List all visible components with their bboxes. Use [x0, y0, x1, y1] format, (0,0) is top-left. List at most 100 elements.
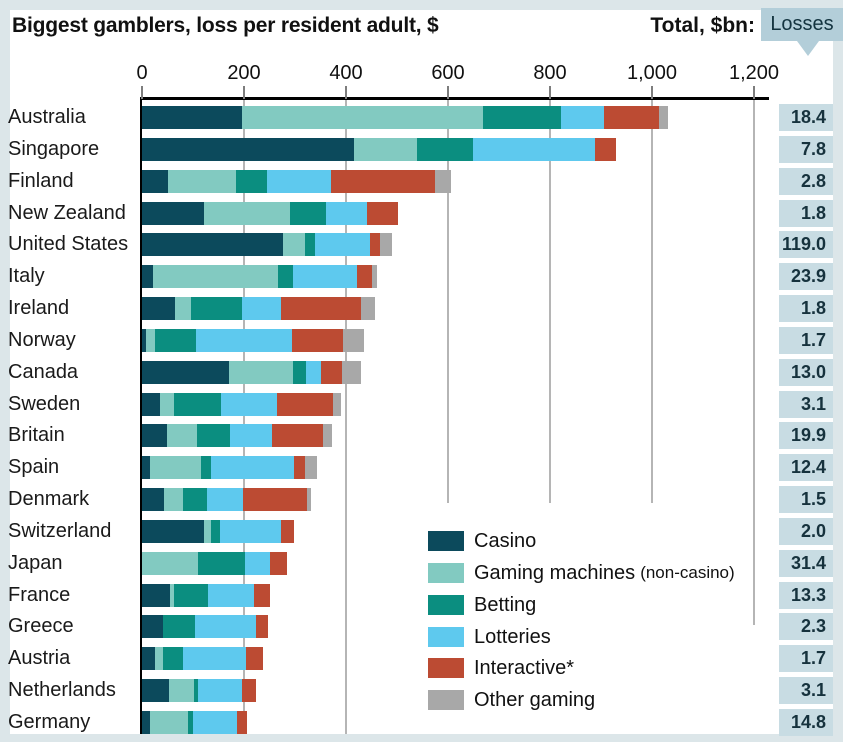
country-label: Canada: [8, 361, 79, 383]
bar-segment-interactive: [321, 361, 343, 384]
bar-segment-casino: [142, 233, 283, 256]
bar-segment-interactive: [604, 106, 660, 129]
country-label: Britain: [8, 424, 65, 446]
country-label: Italy: [8, 265, 45, 287]
bar-segment-betting: [163, 615, 196, 638]
x-axis-tick-label: 400: [329, 62, 363, 84]
gridline-600: [447, 100, 449, 503]
country-label: Switzerland: [8, 520, 112, 542]
bar-row: [142, 138, 617, 161]
x-axis-tick-label: 0: [136, 62, 148, 84]
bar-segment-other-gaming: [307, 488, 312, 511]
bar-segment-betting: [482, 106, 562, 129]
x-axis-tick-label: 600: [431, 62, 465, 84]
legend-label: Lotteries: [474, 625, 551, 648]
bar-segment-gaming-machines: [150, 456, 201, 479]
bar-segment-casino: [142, 424, 167, 447]
x-axis-tick-mark: [447, 86, 449, 99]
bar-segment-casino: [142, 170, 168, 193]
bar-segment-casino: [142, 647, 156, 670]
x-axis-tick-mark: [345, 86, 347, 99]
bar-row: [142, 456, 318, 479]
bar-segment-interactive: [281, 297, 362, 320]
total-value-badge: 7.8: [779, 136, 833, 163]
bar-segment-lotteries: [266, 170, 332, 193]
bar-segment-other-gaming: [371, 265, 377, 288]
legend-swatch-lotteries: [428, 627, 464, 647]
total-value-badge: 23.9: [779, 263, 833, 290]
bar-row: [142, 202, 398, 225]
legend-swatch-gaming-machines: [428, 563, 464, 583]
bar-segment-lotteries: [210, 456, 295, 479]
x-axis-tick-mark: [243, 86, 245, 99]
bar-segment-other-gaming: [659, 106, 669, 129]
country-label: Australia: [8, 106, 86, 128]
x-axis-tick-mark: [753, 86, 755, 99]
bar-segment-gaming-machines: [149, 711, 189, 734]
bar-segment-lotteries: [192, 711, 238, 734]
bar-row: [142, 170, 451, 193]
bar-segment-betting: [194, 679, 198, 702]
bar-row: [142, 615, 269, 638]
total-value-badge: 1.7: [779, 645, 833, 672]
bar-segment-betting: [289, 202, 326, 225]
country-label: Netherlands: [8, 679, 116, 701]
total-value-badge: 31.4: [779, 550, 833, 577]
bar-segment-gaming-machines: [164, 488, 183, 511]
bar-segment-casino: [142, 488, 165, 511]
legend-swatch-betting: [428, 595, 464, 615]
x-axis-line: [141, 97, 769, 100]
bar-segment-gaming-machines: [228, 361, 293, 384]
bar-row: [142, 233, 393, 256]
country-label: Finland: [8, 170, 74, 192]
bar-segment-interactive: [269, 552, 287, 575]
bar-segment-lotteries: [195, 615, 257, 638]
bar-segment-betting: [292, 361, 307, 384]
bar-segment-lotteries: [472, 138, 595, 161]
bar-segment-betting: [163, 647, 184, 670]
bar-segment-gaming-machines: [203, 202, 290, 225]
bar-segment-gaming-machines: [152, 265, 278, 288]
bar-segment-gaming-machines: [160, 393, 175, 416]
bar-segment-lotteries: [207, 584, 254, 607]
legend-item-interactive: Interactive*: [428, 657, 574, 679]
gridline-200: [243, 100, 245, 734]
legend-label-suffix: (non-casino): [640, 563, 735, 582]
bar-segment-other-gaming: [343, 329, 365, 352]
losses-callout: Losses: [761, 8, 843, 41]
legend-label: Interactive*: [474, 656, 575, 679]
bar-segment-gaming-machines: [353, 138, 417, 161]
bar-segment-gaming-machines: [142, 552, 199, 575]
bar-row: [142, 329, 365, 352]
bar-segment-lotteries: [207, 488, 244, 511]
bar-segment-gaming-machines: [145, 329, 156, 352]
total-value-badge: 1.8: [779, 200, 833, 227]
bar-segment-lotteries: [245, 552, 270, 575]
bar-segment-interactive: [356, 265, 372, 288]
bar-segment-interactive: [242, 679, 257, 702]
total-value-badge: 2.3: [779, 613, 833, 640]
bar-segment-lotteries: [220, 393, 277, 416]
bar-segment-interactive: [291, 329, 344, 352]
bar-segment-gaming-machines: [155, 647, 164, 670]
x-axis-tick-label: 1,200: [728, 62, 780, 84]
gridline-400: [345, 100, 347, 734]
country-label: Germany: [8, 711, 91, 733]
bar-segment-interactive: [253, 584, 271, 607]
bar-segment-betting: [190, 297, 242, 320]
total-value-badge: 2.0: [779, 518, 833, 545]
bar-segment-casino: [142, 202, 204, 225]
country-label: Sweden: [8, 393, 81, 415]
bar-segment-casino: [142, 106, 243, 129]
bar-segment-interactive: [276, 393, 333, 416]
bar-segment-casino: [142, 265, 153, 288]
country-label: Japan: [8, 552, 63, 574]
total-value-badge: 14.8: [779, 709, 833, 736]
bar-segment-interactive: [294, 456, 306, 479]
y-axis-line: [140, 97, 142, 734]
total-value-badge: 119.0: [779, 231, 833, 258]
total-column-label: Total, $bn:: [650, 14, 755, 37]
bar-segment-gaming-machines: [168, 170, 237, 193]
bar-row: [142, 265, 377, 288]
bar-segment-gaming-machines: [242, 106, 483, 129]
